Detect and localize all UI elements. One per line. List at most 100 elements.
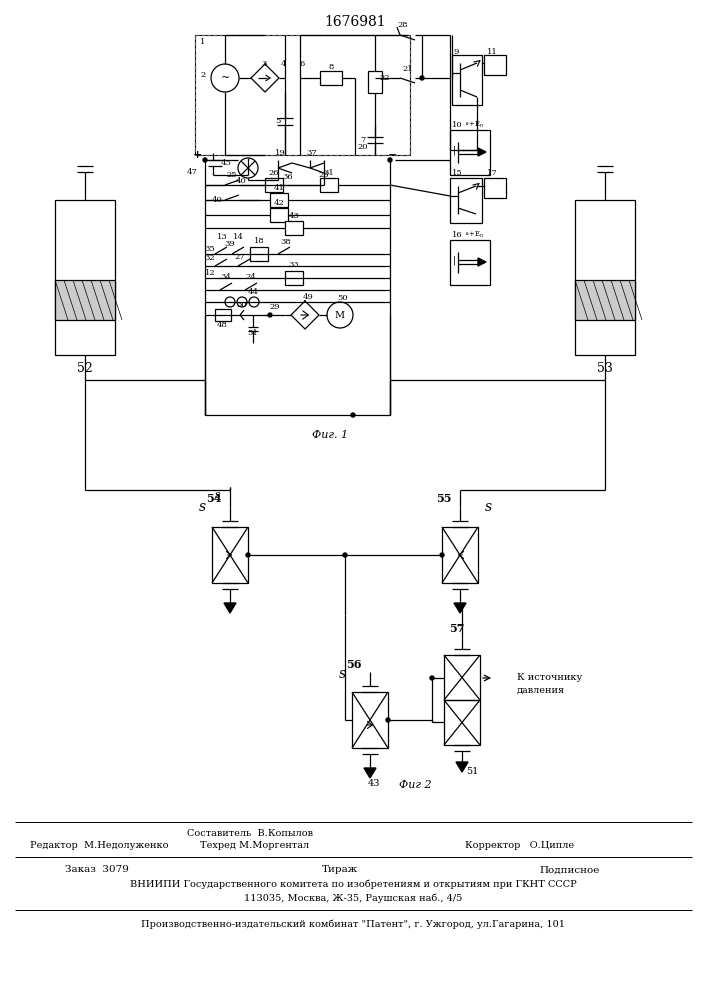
Text: +: + — [194, 149, 203, 160]
Circle shape — [268, 313, 272, 317]
Polygon shape — [454, 603, 466, 613]
Text: s: s — [215, 490, 221, 500]
Text: 51: 51 — [247, 329, 258, 337]
Text: Составитель  В.Копылов: Составитель В.Копылов — [187, 830, 313, 838]
Text: 42: 42 — [274, 199, 284, 207]
Text: s: s — [199, 500, 206, 514]
Text: 15: 15 — [452, 169, 463, 177]
Text: s: s — [339, 667, 346, 681]
Text: 50: 50 — [338, 294, 349, 302]
Text: 43: 43 — [288, 212, 300, 220]
Text: Редактор  М.Недолуженко: Редактор М.Недолуженко — [30, 842, 168, 850]
Text: s: s — [484, 500, 491, 514]
Bar — [575, 280, 635, 320]
Text: |: | — [452, 145, 455, 155]
Text: 25: 25 — [227, 171, 238, 179]
Text: 31: 31 — [324, 169, 334, 177]
Text: 37: 37 — [307, 149, 317, 157]
Bar — [452, 55, 482, 105]
Polygon shape — [456, 762, 468, 772]
Bar — [195, 35, 410, 155]
Text: 21: 21 — [403, 65, 414, 73]
Bar — [484, 55, 506, 75]
Text: $\circ$+E$_n$: $\circ$+E$_n$ — [464, 230, 484, 240]
Text: 52: 52 — [77, 362, 93, 375]
Text: Фиг. 1: Фиг. 1 — [312, 430, 348, 440]
Circle shape — [386, 718, 390, 722]
Bar — [368, 71, 382, 93]
Polygon shape — [224, 603, 236, 613]
Text: Производственно-издательский комбинат "Патент", г. Ужгород, ул.Гагарина, 101: Производственно-издательский комбинат "П… — [141, 919, 565, 929]
Bar — [352, 692, 388, 748]
Text: Заказ  3079: Заказ 3079 — [65, 865, 129, 874]
Text: ВНИИПИ Государственного комитета по изобретениям и открытиям при ГКНТ СССР: ВНИИПИ Государственного комитета по изоб… — [129, 879, 576, 889]
Text: −: − — [388, 150, 397, 160]
Text: 113035, Москва, Ж-35, Раушская наб., 4/5: 113035, Москва, Ж-35, Раушская наб., 4/5 — [244, 893, 462, 903]
Text: 1: 1 — [200, 38, 205, 46]
Bar — [285, 271, 303, 285]
Text: 47: 47 — [187, 168, 198, 176]
Circle shape — [351, 413, 355, 417]
Circle shape — [388, 158, 392, 162]
Text: 41: 41 — [274, 184, 284, 192]
Text: 16: 16 — [452, 231, 462, 239]
Text: Фиг 2: Фиг 2 — [399, 780, 431, 790]
Text: 30: 30 — [237, 301, 247, 309]
Text: 24: 24 — [245, 273, 257, 281]
Bar — [320, 71, 342, 85]
Text: M: M — [335, 310, 345, 320]
Text: 26: 26 — [269, 169, 279, 177]
Bar — [450, 130, 490, 175]
Text: 1676981: 1676981 — [325, 15, 386, 29]
Text: 6: 6 — [299, 60, 305, 68]
Text: давления: давления — [517, 686, 565, 694]
Text: 43: 43 — [368, 780, 380, 788]
Text: 44: 44 — [247, 288, 259, 296]
Text: 19: 19 — [274, 149, 286, 157]
Text: 51: 51 — [466, 768, 478, 776]
Text: 28: 28 — [397, 21, 409, 29]
Text: 35: 35 — [204, 245, 216, 253]
Text: $\circ$+E$_n$: $\circ$+E$_n$ — [464, 120, 484, 130]
Bar — [444, 655, 480, 700]
Text: 4: 4 — [280, 60, 286, 68]
Circle shape — [343, 553, 347, 557]
Bar — [270, 208, 288, 222]
Text: 38: 38 — [281, 238, 291, 246]
Text: 13: 13 — [216, 233, 228, 241]
Bar — [442, 527, 478, 583]
Circle shape — [246, 553, 250, 557]
Text: 32: 32 — [205, 254, 216, 262]
Text: 56: 56 — [346, 658, 362, 670]
Text: 27: 27 — [235, 253, 245, 261]
Text: 3: 3 — [262, 60, 267, 68]
Text: 48: 48 — [217, 321, 228, 329]
Text: 39: 39 — [225, 240, 235, 248]
Text: 10: 10 — [452, 121, 462, 129]
Bar — [575, 200, 635, 355]
Text: 53: 53 — [597, 362, 613, 375]
Text: 40: 40 — [235, 177, 246, 185]
Text: Тираж: Тираж — [322, 865, 358, 874]
Bar — [215, 309, 231, 321]
Bar — [55, 200, 115, 355]
Text: Корректор   О.Ципле: Корректор О.Ципле — [465, 842, 575, 850]
Polygon shape — [478, 148, 486, 156]
Text: 29: 29 — [269, 303, 280, 311]
Text: 12: 12 — [205, 269, 216, 277]
Text: 8: 8 — [328, 63, 334, 71]
Text: 14: 14 — [233, 233, 243, 241]
Polygon shape — [478, 258, 486, 266]
Text: |: | — [452, 255, 455, 265]
Circle shape — [440, 553, 444, 557]
Bar — [195, 35, 410, 155]
Text: 34: 34 — [221, 273, 231, 281]
Text: 2: 2 — [200, 71, 205, 79]
Text: 36: 36 — [283, 173, 293, 181]
Bar — [212, 527, 248, 583]
Text: Техред М.Моргентал: Техред М.Моргентал — [201, 842, 310, 850]
Text: ~: ~ — [221, 73, 230, 83]
Text: 22: 22 — [380, 74, 390, 82]
Text: 40: 40 — [211, 196, 223, 204]
Bar — [484, 178, 506, 198]
